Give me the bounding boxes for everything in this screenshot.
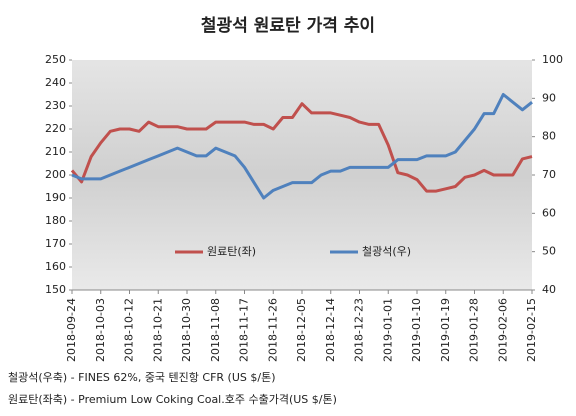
y-tick-label: 220 <box>45 122 66 135</box>
y-tick-label: 240 <box>45 76 66 89</box>
y-tick-label: 250 <box>45 53 66 66</box>
y2-tick-label: 70 <box>542 168 556 181</box>
y2-tick-label: 100 <box>542 53 563 66</box>
y2-tick-label: 50 <box>542 245 556 258</box>
x-tick-label: 2019-01-10 <box>410 298 423 362</box>
x-tick-label: 2019-01-28 <box>468 298 481 362</box>
footnote: 원료탄(좌축) - Premium Low Coking Coal.호주 수출가… <box>8 393 337 406</box>
y-tick-label: 200 <box>45 168 66 181</box>
y-tick-label: 160 <box>45 260 66 273</box>
series-line <box>70 102 533 193</box>
y-tick-label: 150 <box>45 283 66 296</box>
x-tick-label: 2018-11-17 <box>238 298 251 362</box>
x-tick-label: 2018-10-03 <box>94 298 107 362</box>
x-tick-label: 2018-10-21 <box>151 298 164 362</box>
y-tick-label: 230 <box>45 99 66 112</box>
y-tick-label: 190 <box>45 191 66 204</box>
y2-tick-label: 40 <box>542 283 556 296</box>
x-tick-label: 2018-09-24 <box>65 298 78 362</box>
y2-tick-label: 60 <box>542 206 556 219</box>
y2-tick-label: 90 <box>542 91 556 104</box>
y-tick-label: 170 <box>45 237 66 250</box>
footnote: 철광석(우축) - FINES 62%, 중국 텐진항 CFR (US $/톤) <box>8 371 276 384</box>
legend-label: 원료탄(좌) <box>207 245 256 258</box>
x-tick-label: 2018-11-08 <box>209 298 222 362</box>
chart-title: 철광석 원료탄 가격 추이 <box>201 16 375 36</box>
x-tick-label: 2018-12-05 <box>295 298 308 362</box>
x-tick-label: 2019-01-01 <box>381 298 394 362</box>
series-line <box>71 93 533 200</box>
x-tick-label: 2018-12-23 <box>353 298 366 362</box>
legend-label: 철광석(우) <box>362 245 411 258</box>
x-tick-label: 2019-02-06 <box>496 298 509 362</box>
x-tick-label: 2018-10-30 <box>180 298 193 362</box>
x-tick-label: 2019-01-19 <box>439 298 452 362</box>
x-tick-label: 2019-02-15 <box>525 298 538 362</box>
y-tick-label: 180 <box>45 214 66 227</box>
x-tick-label: 2018-11-26 <box>266 298 279 362</box>
y2-tick-label: 80 <box>542 130 556 143</box>
x-tick-label: 2018-10-12 <box>123 298 136 362</box>
x-tick-label: 2018-12-14 <box>324 298 337 362</box>
y-tick-label: 210 <box>45 145 66 158</box>
plot-background <box>72 60 532 290</box>
